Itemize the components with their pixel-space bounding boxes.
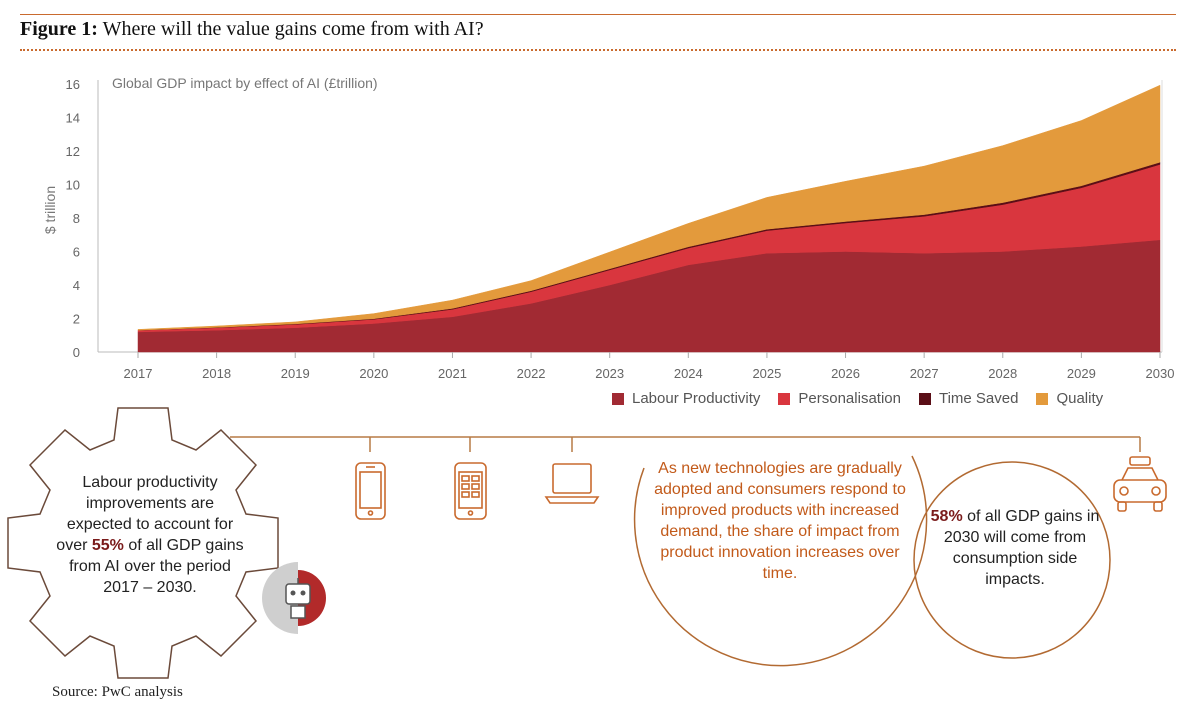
gear-text-part1: Labour productivity improvements are exp… xyxy=(56,474,234,554)
laptop-icon xyxy=(544,463,600,504)
y-tick-label: 6 xyxy=(73,245,80,260)
y-tick-label: 4 xyxy=(73,278,80,293)
legend-label: Time Saved xyxy=(938,390,1019,407)
y-tick-label: 2 xyxy=(73,312,80,327)
y-tick-label: 14 xyxy=(66,111,80,126)
y-tick-label: 8 xyxy=(73,211,80,226)
legend-label: Personalisation xyxy=(798,390,901,407)
legend-item: Labour Productivity xyxy=(612,390,760,407)
legend-item: Quality xyxy=(1036,390,1103,407)
consumption-callout: 58% of all GDP gains in 2030 will come f… xyxy=(930,506,1100,590)
top-rule xyxy=(20,14,1176,15)
consumption-circle xyxy=(913,461,1111,659)
x-tick-label: 2024 xyxy=(674,366,703,381)
title-dotted-rule xyxy=(20,49,1176,51)
legend-swatch xyxy=(1036,392,1049,405)
consumption-pct: 58% xyxy=(930,508,963,525)
legend-label: Quality xyxy=(1056,390,1104,407)
innovation-circle xyxy=(633,455,928,667)
x-tick-label: 2019 xyxy=(281,366,310,381)
y-tick-label: 10 xyxy=(66,178,80,193)
x-tick-label: 2022 xyxy=(517,366,546,381)
x-tick-label: 2025 xyxy=(752,366,781,381)
x-tick-label: 2026 xyxy=(831,366,860,381)
legend-swatch xyxy=(918,392,931,405)
legend-item: Personalisation xyxy=(778,390,901,407)
x-tick-label: 2030 xyxy=(1146,366,1175,381)
gear-outline xyxy=(7,407,279,679)
x-tick-label: 2018 xyxy=(202,366,231,381)
y-tick-label: 16 xyxy=(66,77,80,92)
figure-label: Figure 1: xyxy=(20,18,98,40)
x-tick-label: 2021 xyxy=(438,366,467,381)
y-tick-label: 12 xyxy=(66,144,80,159)
legend-swatch xyxy=(612,392,624,405)
consumption-text: of all GDP gains in 2030 will come from … xyxy=(943,508,1100,588)
x-tick-label: 2029 xyxy=(1067,366,1096,381)
area-series-quality xyxy=(137,84,1161,331)
chart-title: Global GDP impact by effect of AI (£tril… xyxy=(112,75,378,91)
x-tick-label: 2028 xyxy=(988,366,1017,381)
x-tick-label: 2020 xyxy=(359,366,388,381)
y-tick-label: 0 xyxy=(73,345,80,360)
smartphone-icon xyxy=(355,462,386,520)
labour-productivity-callout: Labour productivity improvements are exp… xyxy=(52,472,248,598)
car-icon xyxy=(1113,456,1167,512)
source-note: Source: PwC analysis xyxy=(52,684,183,700)
chart-legend: Labour Productivity Personalisation Time S… xyxy=(612,390,1103,407)
figure-title-text: Where will the value gains come from wit… xyxy=(102,18,484,40)
figure-title: Figure 1: Where will the value gains com… xyxy=(20,18,484,41)
gear-text-part2: of all GDP gains from AI over the period… xyxy=(69,537,244,596)
legend-swatch xyxy=(778,392,791,405)
robot-gear-icon xyxy=(262,562,326,634)
y-axis-label: $ trillion xyxy=(42,186,58,234)
x-tick-label: 2023 xyxy=(595,366,624,381)
legend-label: Labour Productivity xyxy=(632,390,761,407)
innovation-callout: As new technologies are gradually adopte… xyxy=(654,460,906,582)
tablet-icon xyxy=(454,462,487,520)
legend-item: Time Saved xyxy=(918,390,1019,407)
x-tick-label: 2027 xyxy=(910,366,939,381)
gdp-area-chart: 0 2 4 6 8 10 12 14 16 2017 2018 2019 2020 2021 2022 202… xyxy=(42,75,1175,381)
x-tick-label: 2017 xyxy=(124,366,153,381)
gear-pct: 55% xyxy=(91,537,124,554)
